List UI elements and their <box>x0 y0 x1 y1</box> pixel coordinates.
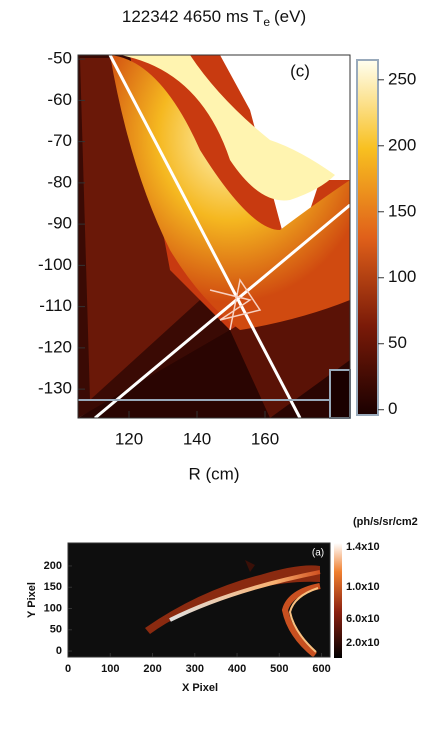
x-tick-label: 200 <box>143 663 161 675</box>
y-tick-label: -60 <box>47 90 72 109</box>
x-axis-label: X Pixel <box>182 682 218 694</box>
annotation: (a) <box>312 548 324 559</box>
x-tick-label: 160 <box>251 429 279 448</box>
colorbar-tick-label: 0 <box>388 399 397 418</box>
title-text: 122342 4650 ms T <box>122 7 263 26</box>
y-tick-label: -100 <box>38 255 72 274</box>
colorbar-tick-label: 100 <box>388 267 416 286</box>
y-tick-label: -120 <box>38 337 72 356</box>
y-axis-label: Y Pixel <box>26 582 38 618</box>
x-axis-label: R (cm) <box>189 464 240 483</box>
y-tick-label: 50 <box>50 624 62 636</box>
heatmap-image <box>78 55 350 418</box>
colorbar <box>357 60 378 415</box>
colorbar-tick-label: 1.0x10 <box>346 581 380 593</box>
colorbar-label: (ph/s/sr/cm2 <box>353 516 418 528</box>
x-tick-label: 600 <box>312 663 330 675</box>
figure: 122342 4650 ms Te (eV) (c) R (cm) (a) (ph… <box>0 0 429 730</box>
y-tick-label: -80 <box>47 172 72 191</box>
title-unit: (eV) <box>274 7 306 26</box>
chart-title: 122342 4650 ms Te (eV) <box>122 7 306 29</box>
colorbar-tick-label: 2.0x10 <box>346 637 380 649</box>
title-subscript: e <box>263 15 270 29</box>
x-tick-label: 300 <box>186 663 204 675</box>
y-tick-label: 200 <box>44 560 62 572</box>
y-tick-label: 0 <box>56 645 62 657</box>
annotation: (c) <box>290 61 310 80</box>
x-tick-label: 0 <box>65 663 71 675</box>
y-tick-label: -110 <box>39 296 72 315</box>
x-tick-label: 400 <box>228 663 246 675</box>
colorbar <box>334 543 342 658</box>
y-tick-label: -70 <box>47 131 72 150</box>
colorbar-tick-label: 200 <box>388 135 416 154</box>
x-tick-label: 120 <box>115 429 143 448</box>
colorbar-tick-label: 250 <box>388 69 416 88</box>
heatmap-image <box>68 543 330 657</box>
colorbar-tick-label: 150 <box>388 201 416 220</box>
y-tick-label: -130 <box>38 379 72 398</box>
y-tick-label: -50 <box>47 49 72 68</box>
colorbar-tick-label: 50 <box>388 333 407 352</box>
y-tick-label: -90 <box>47 214 72 233</box>
colorbar-tick-label: 6.0x10 <box>346 613 380 625</box>
y-tick-label: 150 <box>44 581 62 593</box>
x-tick-label: 140 <box>183 429 211 448</box>
y-tick-label: 100 <box>44 602 62 614</box>
x-tick-label: 500 <box>270 663 288 675</box>
colorbar-tick-label: 1.4x10 <box>346 541 380 553</box>
x-tick-label: 100 <box>101 663 119 675</box>
